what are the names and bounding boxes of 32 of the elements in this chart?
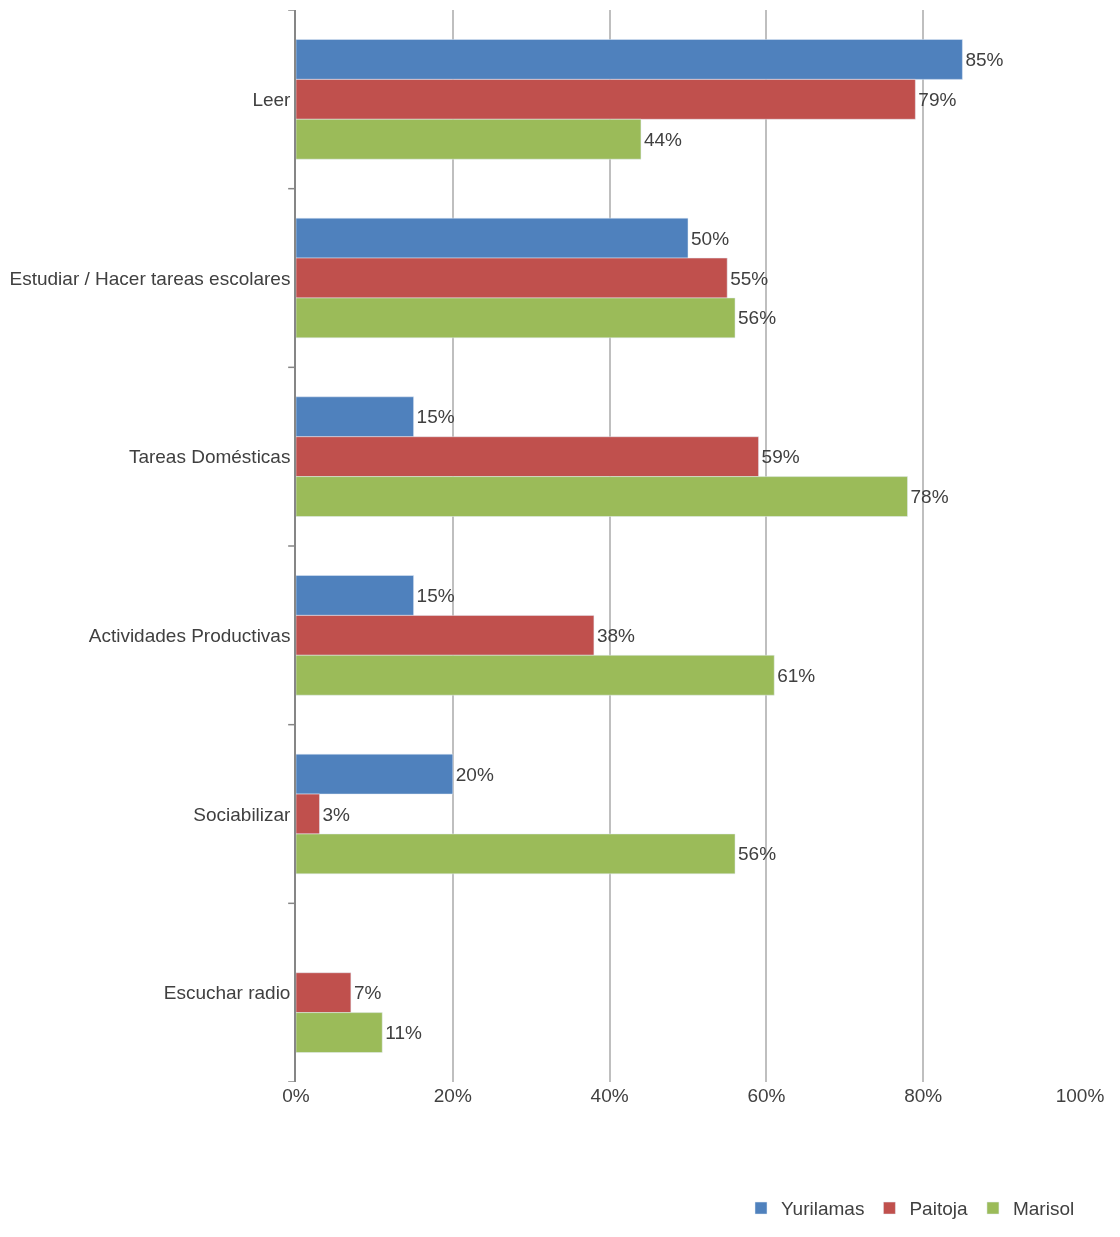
data-label: 11% [385, 1022, 422, 1044]
x-tick-label: 100% [1055, 1085, 1105, 1106]
y-tick-label: Estudiar / Hacer tareas escolares [9, 267, 291, 289]
x-tick-label: 80% [904, 1085, 943, 1106]
x-tick-label: 0% [282, 1085, 310, 1106]
data-label: 44% [643, 128, 683, 150]
data-label: 85% [965, 48, 1004, 70]
data-label: 78% [910, 486, 949, 508]
x-tick-label: 20% [433, 1085, 472, 1106]
y-tick-label: Escuchar radio [163, 982, 291, 1004]
data-label: 56% [738, 307, 777, 329]
legend-label: Marisol [1012, 1198, 1075, 1220]
data-label: 59% [761, 446, 800, 468]
y-tick-label: Tareas Domésticas [128, 446, 291, 468]
y-tick-label: Actividades Productivas [88, 624, 291, 646]
y-tick-label: Sociabilizar [193, 803, 292, 825]
data-label: 50% [691, 227, 730, 249]
data-label: 20% [455, 763, 494, 785]
data-label: 15% [416, 406, 455, 428]
data-label: 61% [777, 664, 816, 686]
data-label: 79% [918, 88, 957, 110]
x-tick-label: 40% [590, 1085, 629, 1106]
data-label: 3% [322, 803, 351, 825]
data-label: 55% [730, 267, 769, 289]
legend-label: Yurilamas [781, 1198, 865, 1220]
legend-label: Paitoja [909, 1198, 968, 1220]
data-label: 7% [353, 982, 382, 1004]
y-tick-label: Leer [252, 88, 292, 110]
data-label: 56% [738, 843, 777, 865]
x-tick-label: 60% [747, 1085, 786, 1106]
data-label: 15% [416, 584, 455, 606]
data-label: 38% [596, 624, 636, 646]
